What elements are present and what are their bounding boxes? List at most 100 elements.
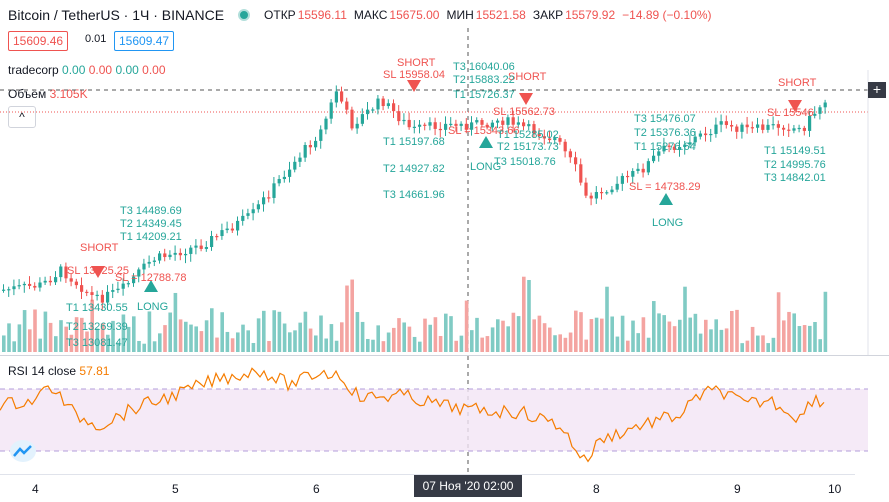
candle-body (137, 269, 141, 277)
candle-body (730, 125, 734, 127)
volume-bar (750, 326, 755, 352)
volume-bar (22, 310, 27, 352)
candle-body (54, 277, 58, 283)
candle-body (459, 123, 463, 126)
volume-bar (121, 314, 126, 352)
target-label: T3 14489.69 (120, 205, 182, 217)
volume-bar (2, 335, 6, 352)
open-value: 15596.11 (297, 8, 347, 22)
volume-bar (314, 335, 318, 352)
volume-bar (402, 322, 406, 352)
volume-bar (90, 299, 94, 352)
volume-bar (111, 320, 115, 352)
candle-body (506, 117, 510, 125)
candle-body (324, 118, 328, 130)
candle-body (80, 285, 84, 292)
volume-bar (282, 323, 287, 352)
pane-separator[interactable] (0, 355, 889, 356)
candle-body (438, 128, 442, 131)
candle-body (241, 215, 245, 221)
candle-body (215, 236, 219, 238)
candle-body (360, 114, 364, 124)
candle-body (126, 283, 130, 285)
volume-bar (610, 316, 614, 352)
candle-body (12, 286, 16, 290)
volume-bar (496, 319, 500, 352)
short-label: SHORT (397, 57, 436, 69)
candle-body (553, 138, 557, 141)
long-label: LONG (137, 301, 168, 313)
volume-bar (626, 340, 630, 352)
target-label: T2 14349.45 (120, 218, 182, 230)
candle-body (548, 138, 552, 141)
candle-body (719, 121, 723, 125)
stop-loss-label: SL 15562.73 (493, 106, 555, 118)
rsi-legend[interactable]: RSI 14 close 57.81 (8, 364, 109, 378)
volume-bar (433, 317, 438, 352)
candle-body (714, 124, 718, 134)
candle-body (568, 151, 572, 158)
candle-body (184, 253, 188, 256)
volume-bar (579, 312, 583, 352)
candle-body (371, 109, 375, 111)
volume-bar (423, 318, 427, 352)
target-label: T2 13269.39 (66, 321, 128, 333)
tradingview-logo[interactable] (10, 440, 36, 462)
volume-bar (126, 326, 131, 352)
volume-bar (672, 326, 677, 352)
rsi-label: RSI 14 close (8, 364, 77, 378)
indicator-value: 0.00 (62, 63, 86, 77)
volume-bar (246, 330, 250, 352)
volume-bar (33, 309, 37, 352)
sell-price-button[interactable]: 15609.46 (8, 31, 69, 51)
volume-bar (17, 324, 22, 352)
candle-body (267, 197, 271, 199)
symbol-title[interactable]: Bitcoin / TetherUS · 1Ч · BINANCE (8, 7, 225, 23)
candle-body (542, 136, 546, 139)
candle-body (194, 245, 198, 248)
volume-bar (459, 335, 464, 352)
buy-price-button[interactable]: 15609.47 (114, 31, 175, 51)
volume-bar (189, 324, 193, 352)
candle-body (69, 278, 73, 282)
candle-body (646, 161, 650, 173)
volume-bar (537, 315, 542, 352)
volume-bar (600, 318, 604, 352)
volume-bar (605, 286, 609, 352)
candle-body (818, 107, 822, 114)
volume-bar (386, 332, 391, 352)
candle-body (823, 102, 827, 108)
candle-body (594, 192, 598, 199)
target-label: T3 14842.01 (764, 172, 826, 184)
target-label: T2 15376.36 (634, 127, 696, 139)
candle-body (418, 124, 422, 127)
candle-body (620, 175, 624, 184)
candle-body (43, 280, 47, 283)
add-alert-button[interactable]: + (868, 82, 886, 98)
volume-bar (589, 319, 594, 352)
time-tick: 8 (593, 482, 600, 496)
volume-bar (267, 340, 271, 352)
volume-bar (678, 319, 682, 352)
candle-body (48, 280, 52, 283)
target-label: T1 15276.64 (634, 141, 696, 153)
volume-bar (230, 338, 235, 352)
volume-bar (251, 342, 256, 352)
volume-bar (563, 337, 568, 352)
candle-body (485, 124, 489, 128)
target-label: T3 16040.06 (453, 61, 515, 73)
candle-body (329, 102, 333, 119)
volume-bar (194, 326, 198, 352)
volume-bar (641, 317, 646, 352)
indicator-legend[interactable]: tradecorp 0.00 0.00 0.00 0.00 (8, 63, 166, 77)
volume-bar (210, 308, 214, 352)
volume-bar (620, 315, 625, 352)
candle-body (480, 120, 484, 125)
volume-bar (184, 321, 188, 352)
candle-body (220, 230, 224, 237)
candle-body (282, 176, 286, 180)
candle-body (236, 220, 240, 231)
candle-body (802, 127, 806, 131)
